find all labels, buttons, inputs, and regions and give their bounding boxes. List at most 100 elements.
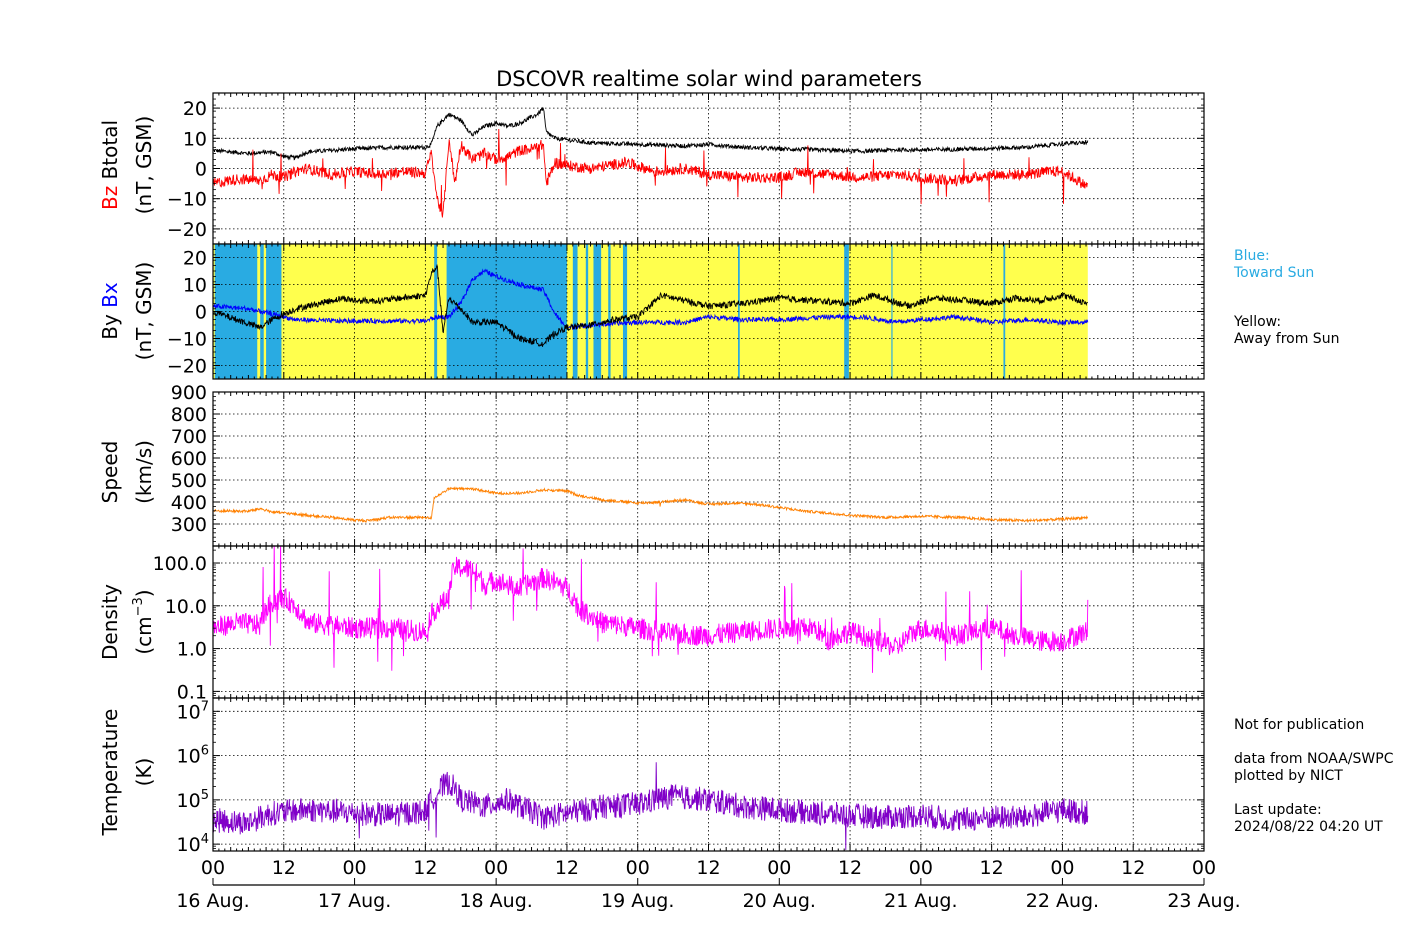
x-tick-label-14: 00 <box>1192 857 1216 879</box>
bxy-grid <box>213 244 1204 379</box>
last-update-time: 2024/08/22 04:20 UT <box>1234 819 1383 835</box>
temperature-series-temperature-line <box>213 762 1089 851</box>
bx-label: Bx <box>98 282 122 308</box>
density-panel-ylabel: Density <box>98 584 122 660</box>
density-panel-unit: (cm−3) <box>131 589 156 654</box>
bxy-panel-ylabel: By Bx <box>98 282 122 340</box>
b-ytick-label-4: −20 <box>167 219 207 241</box>
date-label-5: 21 Aug. <box>884 890 957 912</box>
density-ytick-label-0: 100.0 <box>153 553 207 575</box>
b-ytick-label-0: 20 <box>183 98 207 120</box>
speed-ytick-label-3: 600 <box>171 448 207 470</box>
bxy-series-bx-line <box>213 268 1089 330</box>
density-ytick-label-1: 10.0 <box>165 596 207 618</box>
sector-toward-14 <box>1003 244 1006 379</box>
sector-legend-yellow-text: Away from Sun <box>1234 331 1340 347</box>
bxy-series-by-line <box>213 263 1089 347</box>
bxy-ytick-label-1: 10 <box>183 275 207 297</box>
btotal-label: Btotal <box>98 120 122 179</box>
b-series-btotal-line <box>213 106 1089 161</box>
speed-grid <box>213 391 1204 546</box>
bxy-ytick-label-0: 20 <box>183 248 207 270</box>
x-tick-label-12: 00 <box>1050 857 1074 879</box>
x-tick-label-4: 00 <box>484 857 508 879</box>
x-tick-label-5: 12 <box>555 857 579 879</box>
bz-label: Bz <box>98 186 122 210</box>
density-panel: 100.0 10.0 1.0 0.1 <box>153 545 1205 703</box>
x-tick-label-3: 12 <box>413 857 437 879</box>
speed-panel-ylabel: Speed <box>98 441 122 504</box>
speed-ytick-label-2: 700 <box>171 426 207 448</box>
temperature-panel-unit: (K) <box>132 758 156 787</box>
date-label-2: 18 Aug. <box>459 890 532 912</box>
x-tick-label-0: 00 <box>201 857 225 879</box>
x-tick-label-7: 12 <box>696 857 720 879</box>
b-ytick-label-3: −10 <box>167 189 207 211</box>
bxy-ytick-label-4: −20 <box>167 356 207 378</box>
sector-toward-4 <box>434 244 438 379</box>
sector-toward-12 <box>844 244 849 379</box>
sector-toward-11 <box>737 244 740 379</box>
temperature-panel-ylabel: Temperature <box>98 709 122 837</box>
x-tick-label-9: 12 <box>838 857 862 879</box>
density-series-density-line <box>213 546 1089 673</box>
date-label-4: 20 Aug. <box>743 890 816 912</box>
speed-ytick-label-4: 500 <box>171 470 207 492</box>
speed-ytick-label-5: 400 <box>171 492 207 514</box>
bxy-panel-unit: (nT, GSM) <box>132 262 156 361</box>
speed-series-speed-line <box>213 486 1089 524</box>
sector-legend-yellow-label: Yellow: <box>1234 314 1282 330</box>
b-panel-ylabel: Bz Btotal <box>98 120 122 210</box>
x-tick-label-8: 00 <box>767 857 791 879</box>
last-update-label: Last update: <box>1234 802 1322 818</box>
b-ytick-label-1: 10 <box>183 128 207 150</box>
date-label-3: 19 Aug. <box>601 890 674 912</box>
temperature-ytick-label-0: 107 <box>177 699 209 723</box>
bxy-ytick-label-3: −10 <box>167 329 207 351</box>
b-grid <box>213 93 1204 244</box>
sector-toward-13 <box>891 244 893 379</box>
sector-toward-7 <box>585 244 589 379</box>
sector-toward-6 <box>572 244 578 379</box>
x-tick-label-6: 00 <box>626 857 650 879</box>
sector-legend-blue-text: Toward Sun <box>1234 265 1315 281</box>
b-panel-unit: (nT, GSM) <box>132 116 156 215</box>
b-series-bz-line <box>213 128 1088 218</box>
x-tick-label-2: 00 <box>342 857 366 879</box>
speed-ytick-label-6: 300 <box>171 514 207 536</box>
sector-toward-5 <box>446 244 567 379</box>
plotted-by: plotted by NICT <box>1234 768 1343 784</box>
date-label-7: 23 Aug. <box>1167 890 1240 912</box>
sector-legend-blue: Blue: Toward Sun <box>1234 248 1314 282</box>
temperature-ytick-label-2: 105 <box>177 788 209 812</box>
speed-xticks <box>212 392 1205 546</box>
not-for-publication: Not for publication <box>1234 717 1365 733</box>
x-tick-label-13: 12 <box>1121 857 1145 879</box>
sector-legend-blue-label: Blue: <box>1234 248 1270 264</box>
temperature-grid <box>213 698 1204 851</box>
temperature-panel: 107 106 105 104 <box>177 697 1205 856</box>
x-tick-label-10: 00 <box>909 857 933 879</box>
footer-notes: Not for publication data from NOAA/SWPC … <box>1234 717 1393 836</box>
data-source: data from NOAA/SWPC <box>1234 751 1394 767</box>
density-ytick-label-2: 1.0 <box>177 639 207 661</box>
chart-title: DSCOVR realtime solar wind parameters <box>496 67 922 91</box>
x-tick-label-1: 12 <box>272 857 296 879</box>
date-label-1: 17 Aug. <box>318 890 391 912</box>
bxy-xticks <box>212 244 1205 379</box>
temperature-ytick-label-1: 106 <box>177 744 209 768</box>
speed-panel-unit: (km/s) <box>132 440 156 504</box>
density-ytick-label-3: 0.1 <box>177 681 207 703</box>
b-panel: 20 10 0 −10 −20 <box>167 92 1205 245</box>
density-xticks <box>212 546 1205 698</box>
temperature-ytick-label-3: 104 <box>177 832 209 856</box>
temperature-xticks <box>212 698 1205 851</box>
b-xticks <box>212 93 1205 244</box>
x-tick-label-11: 12 <box>980 857 1004 879</box>
bxy-ytick-label-2: 0 <box>195 302 207 324</box>
date-label-0: 16 Aug. <box>176 890 249 912</box>
b-ytick-label-2: 0 <box>195 159 207 181</box>
date-label-6: 22 Aug. <box>1026 890 1099 912</box>
